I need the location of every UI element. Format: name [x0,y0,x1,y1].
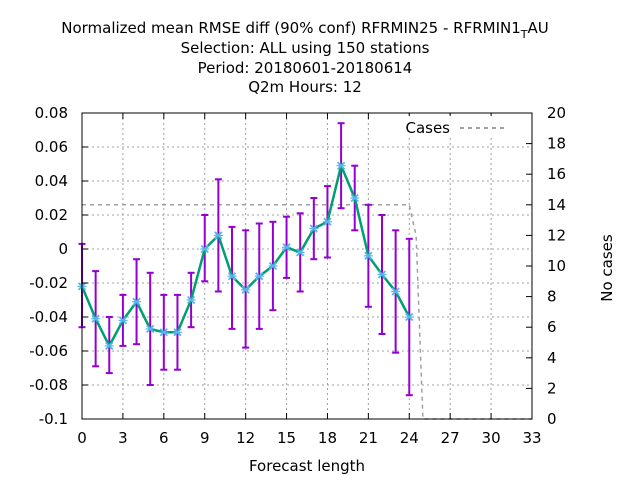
data-point [322,217,332,226]
y2-axis-label: No cases [598,234,616,302]
title-line-2: Selection: ALL using 150 stations [181,39,430,57]
data-point [268,261,278,271]
legend-label-cases: Cases [405,119,450,137]
data-point [172,328,182,337]
x-tick-labels: 0 3 6 9 12 15 18 21 24 27 30 33 [77,429,541,447]
y2-tick-label: 8 [547,288,557,306]
x-tick-label: 18 [318,429,337,447]
data-point [200,244,210,254]
x-tick-label: 6 [159,429,169,447]
y2-tick-label: 6 [547,318,557,336]
y2-tick-label: 10 [547,257,566,275]
legend: Cases [392,116,517,138]
data-point [118,316,128,325]
x-tick-label: 12 [236,429,255,447]
y-tick-labels: -0.1 -0.08 -0.06 -0.04 -0.02 0 0.02 0.04 0.06 0.0… [29,104,68,428]
x-tick-label: 3 [118,429,128,447]
legend-background [392,116,517,138]
y-tick-label: 0.04 [35,172,68,190]
y2-tick-label: 20 [547,104,566,122]
y-tick-label: -0.04 [29,308,68,326]
data-point [159,328,169,337]
y-tick-label: -0.1 [39,410,68,428]
y2-tick-label: 16 [547,165,566,183]
x-tick-label: 24 [400,429,419,447]
x-axis-label: Forecast length [249,457,365,475]
data-point [391,287,401,296]
markers [77,161,414,351]
x-tick-label: 30 [482,429,501,447]
data-point [336,161,346,170]
y-tick-label: 0.08 [35,104,68,122]
data-point [91,314,101,323]
y2-tick-labels: 0 2 4 6 8 10 12 14 16 18 20 [547,104,566,428]
data-point [350,193,360,203]
data-point [213,231,223,240]
title-tail: AU [528,19,549,37]
y2-tick-label: 2 [547,379,557,397]
title-line-1: Normalized mean RMSE diff (90% conf) RFR… [61,19,549,41]
y-tick-label: 0.06 [35,138,68,156]
y-tick-label: 0 [58,240,68,258]
title-subscript: T [520,28,528,41]
data-point [145,324,155,334]
x-tick-label: 27 [441,429,460,447]
x-tick-label: 9 [200,429,210,447]
y2-tick-label: 0 [547,410,557,428]
y2-tick-label: 4 [547,349,557,367]
data-point [404,312,414,322]
data-point [241,285,251,294]
data-point [377,270,387,279]
chart-title: Normalized mean RMSE diff (90% conf) RFR… [61,19,549,96]
data-point [104,341,114,351]
y2-tick-label: 12 [547,226,566,244]
x-tick-label: 33 [522,429,541,447]
data-point [282,243,292,252]
y2-tick-label: 14 [547,196,566,214]
x-tick-label: 0 [77,429,87,447]
x-tick-label: 21 [359,429,378,447]
data-point [254,272,264,281]
data-point [309,224,319,233]
data-point [295,248,305,257]
title-line-3: Period: 20180601-20180614 [198,59,413,77]
data-point [227,272,237,281]
y2-tick-label: 18 [547,135,566,153]
y-tick-label: 0.02 [35,206,68,224]
title-line-4: Q2m Hours: 12 [248,78,362,96]
y-tick-label: -0.02 [29,274,68,292]
y-tick-label: -0.08 [29,376,68,394]
y-tick-label: -0.06 [29,342,68,360]
data-point [363,251,373,260]
data-point [132,297,142,306]
x-tick-label: 15 [277,429,296,447]
data-point [186,295,196,305]
